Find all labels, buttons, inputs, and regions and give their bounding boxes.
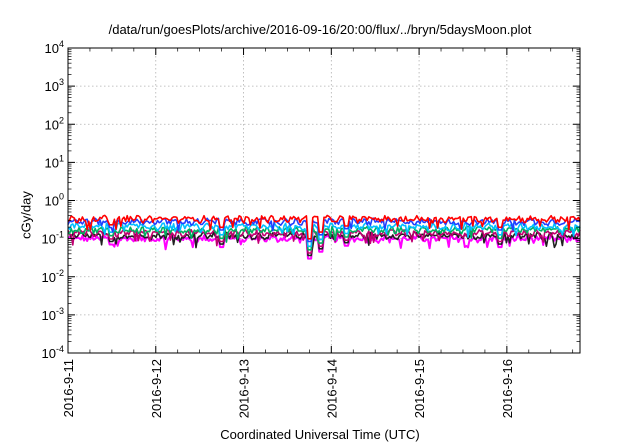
x-tick-label: 2016-9-15 [412, 359, 427, 418]
y-tick-label: 104 [45, 39, 64, 56]
grid-lines [68, 48, 580, 353]
x-tick-label: 2016-9-11 [61, 359, 76, 417]
y-axis-label: cGy/day [18, 191, 34, 239]
x-axis-label: Coordinated Universal Time (UTC) [220, 427, 420, 442]
y-tick-label: 10-2 [42, 268, 64, 285]
series-line [67, 214, 581, 240]
chart-title: /data/run/goesPlots/archive/2016-09-16/2… [108, 22, 532, 37]
y-tick-labels: 10-4 10-3 10-2 10-1 100 101 102 103 104 [42, 39, 64, 361]
y-tick-label: 10-3 [42, 306, 64, 323]
x-tick-label: 2016-9-14 [324, 359, 339, 418]
x-tick-label: 2016-9-13 [237, 359, 252, 418]
x-tick-labels: 2016-9-11 2016-9-12 2016-9-13 2016-9-14 2016… [61, 359, 515, 418]
y-tick-label: 103 [45, 77, 64, 94]
series-lines [67, 214, 581, 260]
x-tick-label: 2016-9-16 [500, 359, 515, 418]
y-tick-label: 100 [45, 192, 64, 209]
y-tick-label: 101 [45, 153, 64, 170]
y-tick-label: 10-4 [42, 344, 64, 361]
axis-ticks [67, 47, 580, 354]
y-tick-label: 10-1 [42, 230, 64, 247]
x-tick-label: 2016-9-12 [149, 359, 164, 418]
y-tick-label: 102 [45, 115, 64, 132]
